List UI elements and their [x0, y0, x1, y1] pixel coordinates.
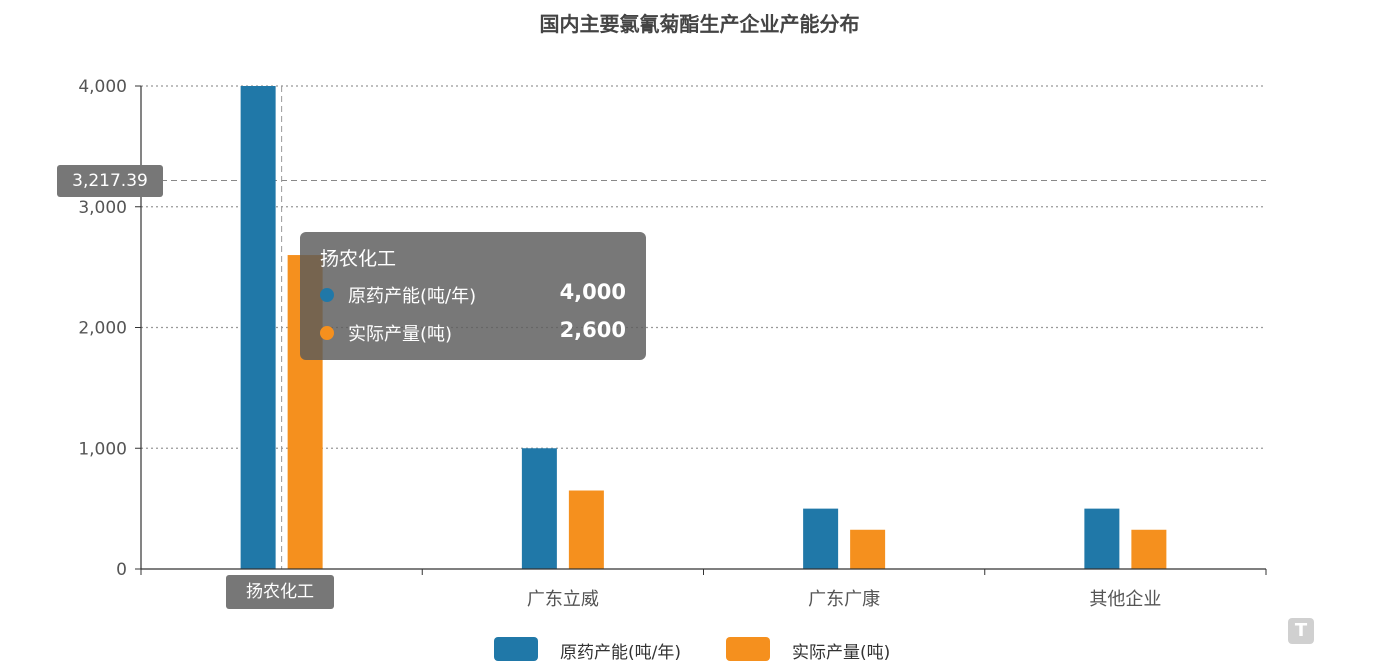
- tooltip-series-name: 实际产量(吨): [348, 324, 453, 345]
- legend-swatch-icon: [494, 637, 538, 661]
- axis-pointer-y-label: 3,217.39: [57, 165, 163, 197]
- tooltip-series-value: 2,600: [559, 318, 626, 342]
- x-tick-label: 广东广康: [808, 589, 880, 610]
- y-tick-label: 1,000: [78, 439, 127, 459]
- bar-output[interactable]: [850, 529, 886, 569]
- x-tick-label: 其他企业: [1089, 589, 1161, 610]
- logo-mark: T: [1288, 618, 1314, 644]
- tooltip-title: 扬农化工: [320, 248, 397, 270]
- axis-pointer-x-label: 扬农化工: [226, 575, 334, 609]
- legend-item-output[interactable]: 实际产量(吨): [726, 635, 926, 663]
- grid-lines: [141, 85, 1266, 569]
- y-tick-label: 3,000: [78, 198, 127, 218]
- legend-label: 原药产能(吨/年): [560, 643, 681, 663]
- bar-capacity[interactable]: [521, 448, 557, 569]
- x-tick-label: 广东立威: [527, 589, 599, 610]
- tooltip-row-output: 实际产量(吨) 2,600: [320, 318, 626, 348]
- y-tick-label: 0: [116, 560, 127, 580]
- tmtpost-logo-icon: T: [1288, 618, 1368, 648]
- series-dot-icon: [320, 326, 334, 340]
- tooltip-series-name: 原药产能(吨/年): [348, 286, 477, 307]
- y-tick-label: 4,000: [78, 77, 127, 97]
- y-tick-label: 2,000: [78, 319, 127, 339]
- bar-output[interactable]: [568, 490, 604, 569]
- tooltip: 扬农化工 原药产能(吨/年) 4,000 实际产量(吨) 2,600: [300, 232, 646, 360]
- bar-capacity[interactable]: [1084, 508, 1120, 569]
- chart-title: 国内主要氯氰菊酯生产企业产能分布: [539, 12, 860, 36]
- tooltip-row-capacity: 原药产能(吨/年) 4,000: [320, 280, 626, 310]
- legend-item-capacity[interactable]: 原药产能(吨/年): [494, 635, 714, 663]
- bar-output[interactable]: [1131, 529, 1167, 569]
- bar-capacity[interactable]: [803, 508, 839, 569]
- legend-swatch-icon: [726, 637, 770, 661]
- series-dot-icon: [320, 288, 334, 302]
- tooltip-series-value: 4,000: [559, 280, 626, 304]
- bar-capacity[interactable]: [240, 86, 276, 569]
- legend-label: 实际产量(吨): [792, 643, 891, 663]
- y-axis-ticks: 0 1,000 2,000 3,000 4,000: [78, 77, 141, 580]
